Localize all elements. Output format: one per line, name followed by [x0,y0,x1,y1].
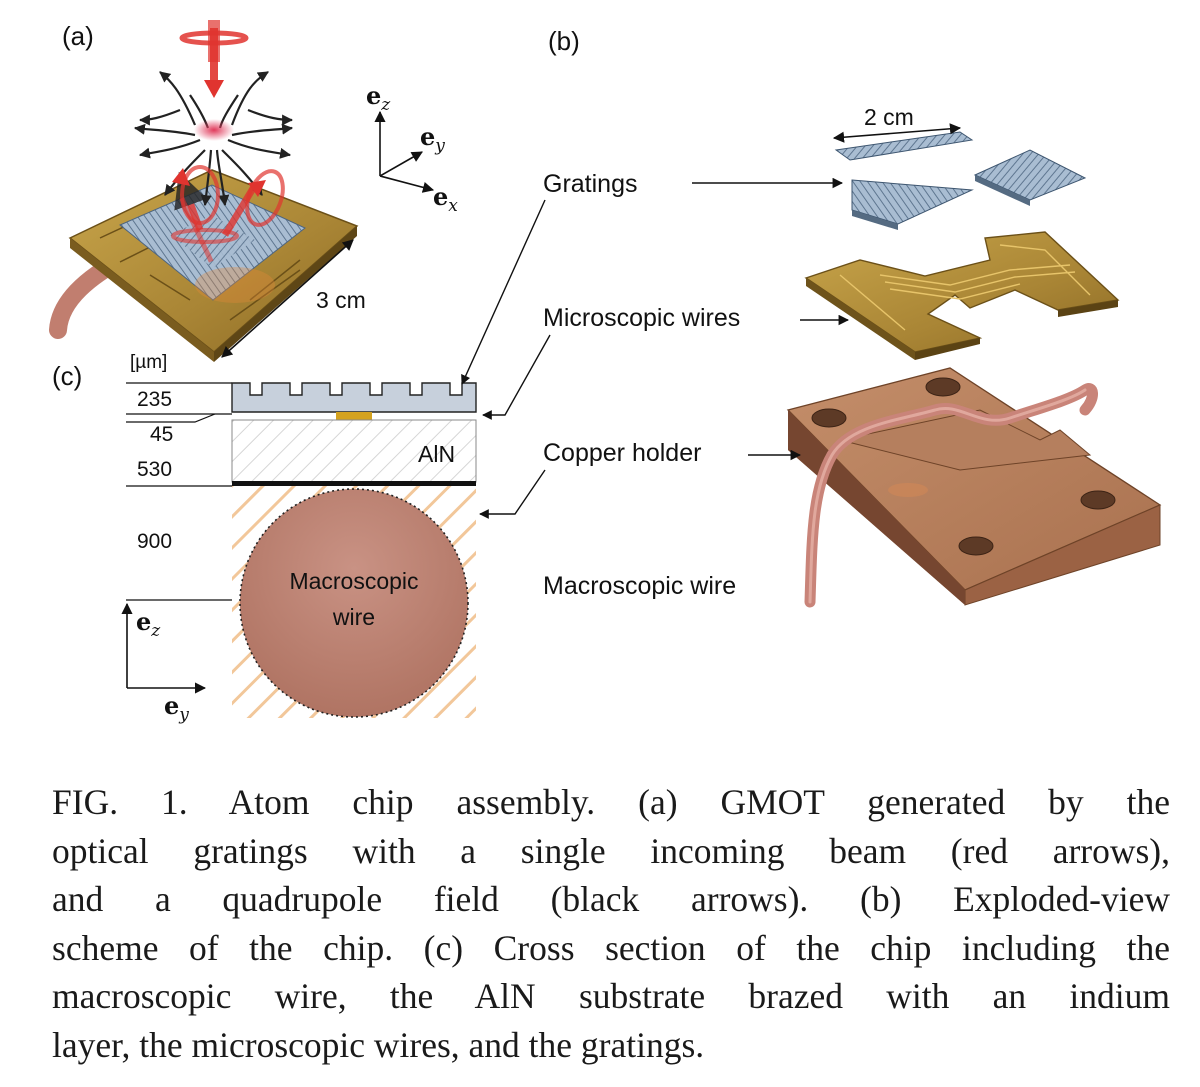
panel-a: (a) [49,20,366,362]
caption-line: optical gratings with a single incoming … [52,830,1170,871]
caption-line: macroscopic wire, the AlN substrate braz… [52,976,1170,1016]
panel-b: (b) 2 cm [461,26,1162,608]
thickness-900: 900 [137,530,172,553]
gratings-layer [231,382,477,413]
panel-a-label: (a) [62,21,94,51]
axis-c-z-label: ez [136,607,161,641]
axis-y-arrow [379,151,423,177]
thickness-530: 530 [137,458,172,481]
dimension-2cm-label: 2 cm [864,104,914,130]
copper-holder-3d [786,367,1162,606]
figure-caption: FIG. 1. Atom chip assembly. (a) GMOT gen… [52,778,1170,1069]
axis-x-arrow [379,175,435,193]
laser-beams [171,20,285,263]
axis-c-y-label: ey [164,691,189,725]
chip-glow [195,267,275,303]
panel-b-label: (b) [548,26,580,56]
caption-line: layer, the microscopic wires, and the gr… [52,1024,705,1065]
aln-substrate [231,419,477,483]
panel-c: (c) [µm] 235 45 530 900 AlN Macroscopic … [52,352,477,725]
unit-label: [µm] [130,352,167,373]
connector-copper-holder [479,469,546,519]
thickness-45: 45 [150,423,173,446]
axes-triad-a: ez ey ex [366,81,458,216]
label-copper-holder: Copper holder [543,439,701,467]
connector-microscopic-wires [482,334,551,420]
macroscopic-wire-section [239,488,469,718]
caption-line: FIG. 1. Atom chip assembly. (a) GMOT gen… [52,782,1170,822]
aln-label: AlN [418,441,455,467]
dimension-3cm-label: 3 cm [316,287,366,313]
label-microscopic-wires: Microscopic wires [543,304,740,332]
microscopic-wire-section [336,412,372,420]
thickness-235: 235 [137,388,172,411]
wire-label-line1: Macroscopic [289,568,418,594]
caption-line: scheme of the chip. (c) Cross section of… [52,927,1170,968]
connector-gratings [461,199,546,385]
grating-piece-right [973,149,1087,201]
dimension-2cm-arrow [832,123,962,143]
axis-x-label: ex [433,182,458,216]
microscopic-wires-plate [804,231,1120,360]
label-gratings: Gratings [543,170,637,198]
panel-c-label: (c) [52,361,82,391]
label-macroscopic-wire: Macroscopic wire [543,572,736,600]
wire-label-line2: wire [332,604,375,630]
axis-z-label: ez [366,81,391,115]
dimension-3cm-arrow [221,239,354,358]
indium-layer [232,481,476,486]
axis-y-label: ey [420,122,445,156]
atom-cloud [194,119,234,141]
caption-line: and a quadrupole field (black arrows). (… [52,879,1170,919]
chip-edge-left [70,238,214,362]
